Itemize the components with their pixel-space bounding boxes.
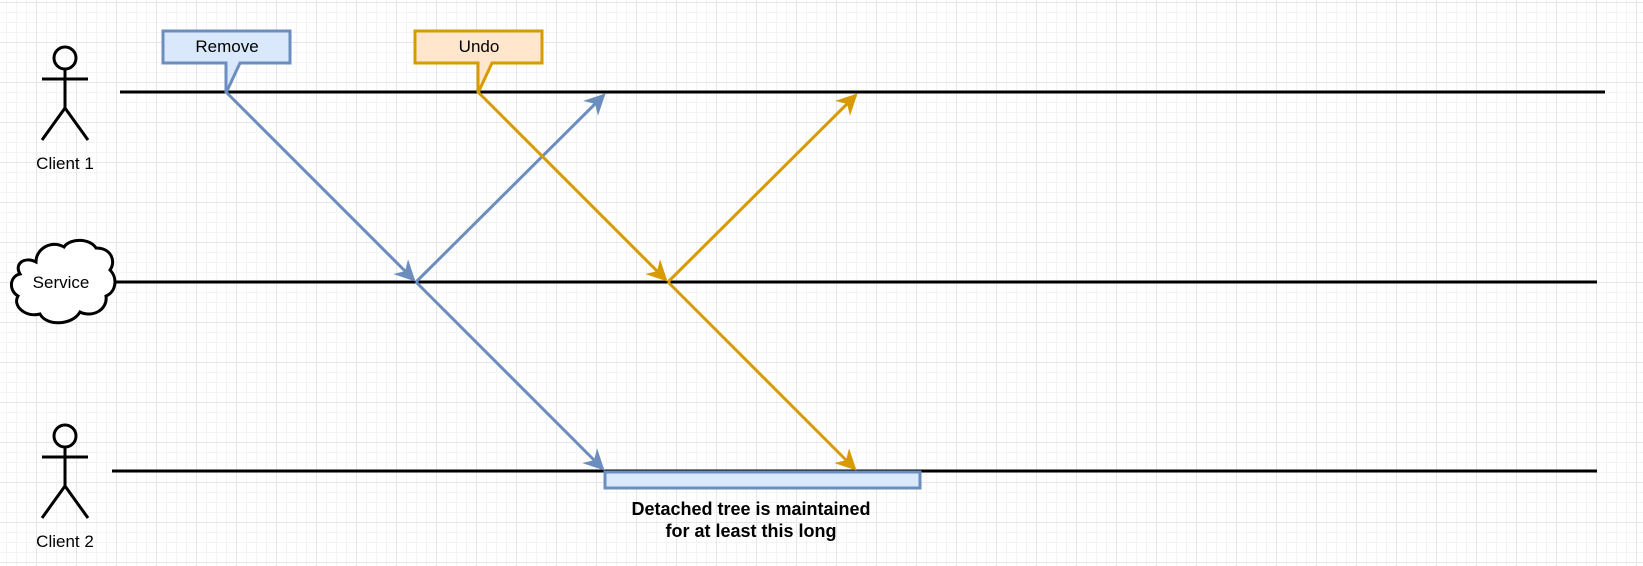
undo-service-to-client2-arrow — [666, 280, 857, 471]
detached-tree-note-line-2: for at least this long — [665, 521, 836, 541]
service-cloud-icon — [10, 238, 117, 325]
detached-tree-note-line-1: Detached tree is maintained — [631, 499, 870, 519]
client-1-label: Client 1 — [36, 154, 94, 173]
undo-callout-label: Undo — [459, 37, 500, 56]
remove-callout-label: Remove — [195, 37, 258, 56]
client-1-actor-icon — [40, 45, 90, 141]
detached-tree-retention-bar — [603, 470, 922, 490]
remove-service-to-client2-arrow — [414, 280, 605, 471]
remove-service-to-client1-arrow — [414, 93, 606, 284]
undo-service-to-client1-arrow — [666, 93, 858, 284]
client-2-label: Client 2 — [36, 532, 94, 551]
service-label: Service — [33, 273, 90, 292]
undo-client1-to-service-arrow — [476, 90, 668, 282]
undo-callout — [413, 29, 544, 94]
remove-client1-to-service-arrow — [224, 90, 416, 282]
client-2-actor-icon — [40, 423, 90, 519]
remove-callout — [161, 29, 292, 94]
